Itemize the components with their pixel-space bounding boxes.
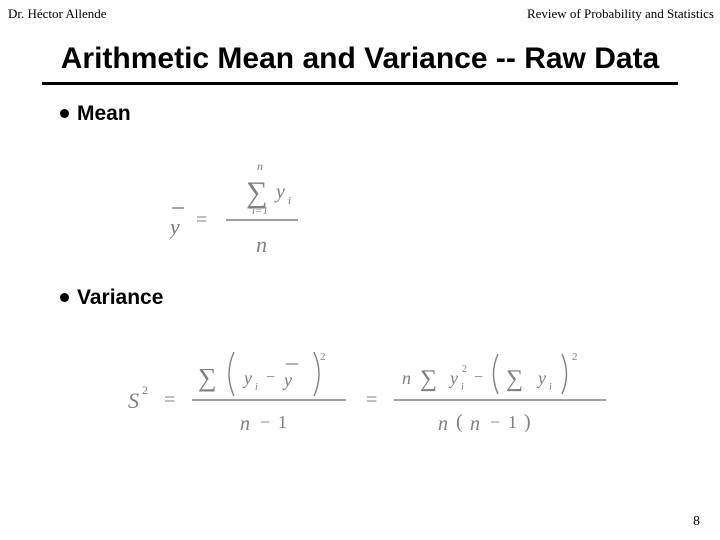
- svg-text:=: =: [196, 209, 207, 231]
- svg-text:∑: ∑: [506, 366, 523, 392]
- svg-text:n: n: [438, 413, 448, 435]
- svg-text:2: 2: [462, 364, 467, 375]
- svg-text:i=1: i=1: [252, 205, 268, 217]
- svg-text:i: i: [549, 382, 552, 393]
- slide: Dr. Héctor Allende Review of Probability…: [0, 0, 720, 540]
- svg-text:n: n: [257, 159, 263, 173]
- svg-text:n: n: [240, 413, 250, 435]
- svg-text:1: 1: [508, 412, 517, 432]
- svg-text:−: −: [260, 412, 270, 432]
- svg-text:n: n: [470, 413, 480, 435]
- svg-text:=: =: [366, 389, 377, 411]
- bullet-list: Mean Variance: [60, 102, 660, 310]
- svg-text:∑: ∑: [420, 366, 437, 392]
- bullet-dot-icon: [60, 293, 69, 302]
- svg-text:−: −: [490, 412, 500, 432]
- bullet-mean-label: Mean: [77, 102, 131, 126]
- svg-text:y: y: [274, 181, 285, 203]
- svg-text:∑: ∑: [198, 363, 217, 392]
- svg-text:=: =: [164, 389, 175, 411]
- bullet-mean: Mean: [60, 102, 660, 126]
- slide-title: Arithmetic Mean and Variance -- Raw Data: [0, 42, 720, 76]
- svg-text:i: i: [461, 382, 464, 393]
- formula-variance: S 2 = ∑ y i − y 2: [128, 344, 628, 469]
- svg-text:2: 2: [320, 351, 326, 363]
- svg-text:n: n: [256, 232, 267, 257]
- bullet-variance: Variance: [60, 286, 660, 310]
- svg-text:i: i: [255, 382, 258, 393]
- svg-text:−: −: [266, 369, 275, 386]
- svg-text:y: y: [536, 368, 546, 388]
- formula-mean: y = n ∑ i=1 y i n: [170, 156, 350, 271]
- svg-text:−: −: [474, 369, 483, 386]
- svg-text:n: n: [402, 368, 411, 388]
- bullet-variance-label: Variance: [77, 286, 163, 310]
- svg-text:2: 2: [142, 383, 148, 397]
- svg-text:S: S: [128, 388, 139, 413]
- svg-text:1: 1: [278, 412, 287, 432]
- svg-text:(: (: [456, 411, 463, 433]
- svg-text:y: y: [242, 368, 252, 388]
- bullet-dot-icon: [60, 109, 69, 118]
- svg-text:y: y: [448, 368, 458, 388]
- svg-text:2: 2: [572, 351, 578, 363]
- header-topic: Review of Probability and Statistics: [527, 6, 714, 22]
- svg-text:y: y: [170, 214, 180, 239]
- page-number: 8: [693, 514, 700, 530]
- header-author: Dr. Héctor Allende: [8, 6, 107, 22]
- svg-text:i: i: [288, 195, 291, 207]
- svg-text:): ): [524, 411, 531, 433]
- svg-text:y: y: [282, 370, 292, 390]
- title-underline: [42, 82, 678, 85]
